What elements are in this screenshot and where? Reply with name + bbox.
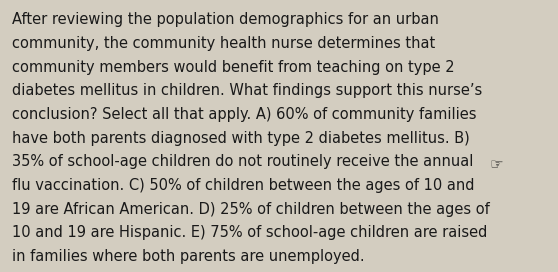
Text: diabetes mellitus in children. What findings support this nurse’s: diabetes mellitus in children. What find…	[12, 83, 483, 98]
Text: flu vaccination. C) 50% of children between the ages of 10 and: flu vaccination. C) 50% of children betw…	[12, 178, 475, 193]
Text: ☞: ☞	[490, 157, 504, 172]
Text: conclusion? Select all that apply. A) 60% of community families: conclusion? Select all that apply. A) 60…	[12, 107, 477, 122]
Text: community, the community health nurse determines that: community, the community health nurse de…	[12, 36, 436, 51]
Text: 10 and 19 are Hispanic. E) 75% of school-age children are raised: 10 and 19 are Hispanic. E) 75% of school…	[12, 225, 488, 240]
Text: After reviewing the population demographics for an urban: After reviewing the population demograph…	[12, 12, 439, 27]
Text: community members would benefit from teaching on type 2: community members would benefit from tea…	[12, 60, 455, 75]
Text: in families where both parents are unemployed.: in families where both parents are unemp…	[12, 249, 365, 264]
Text: 19 are African American. D) 25% of children between the ages of: 19 are African American. D) 25% of child…	[12, 202, 490, 217]
Text: 35% of school-age children do not routinely receive the annual: 35% of school-age children do not routin…	[12, 154, 474, 169]
Text: have both parents diagnosed with type 2 diabetes mellitus. B): have both parents diagnosed with type 2 …	[12, 131, 470, 146]
